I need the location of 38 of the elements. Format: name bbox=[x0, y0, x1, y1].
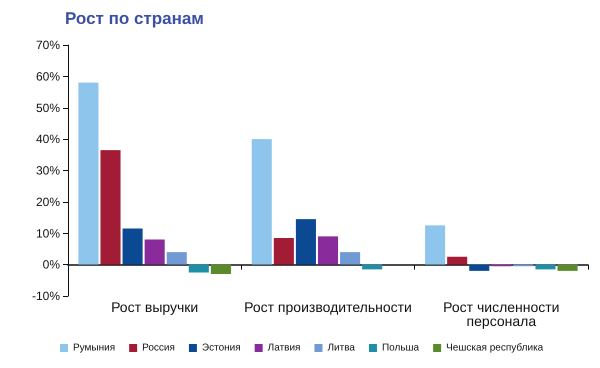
bar bbox=[166, 252, 187, 265]
legend-label: Румыния bbox=[73, 342, 116, 354]
y-tick-label: 70% bbox=[36, 38, 60, 52]
x-tick-label: Рост производительности bbox=[244, 299, 412, 315]
bar bbox=[340, 252, 360, 265]
legend-label: Польша bbox=[382, 342, 420, 354]
y-tick-label: 10% bbox=[36, 226, 60, 240]
legend-label: Литва bbox=[327, 342, 356, 354]
y-tick-label: 30% bbox=[36, 164, 60, 178]
x-tick-label: Рост выручки bbox=[111, 299, 198, 315]
bar bbox=[447, 256, 468, 265]
y-tick-label: 40% bbox=[36, 132, 60, 146]
y-tick-label: 60% bbox=[36, 69, 60, 84]
bar bbox=[469, 264, 490, 271]
bar bbox=[274, 238, 294, 265]
y-tick-label: 0% bbox=[42, 258, 60, 272]
legend-label: Россия bbox=[142, 342, 175, 354]
bar bbox=[425, 225, 446, 265]
y-tick-label: 20% bbox=[36, 194, 60, 209]
bar bbox=[252, 139, 272, 265]
y-tick-label: -10% bbox=[32, 289, 60, 303]
bar bbox=[78, 82, 98, 265]
chart-title: Рост по странам bbox=[65, 9, 204, 28]
bar bbox=[558, 264, 578, 271]
bar bbox=[210, 264, 231, 274]
legend-label: Латвия bbox=[268, 342, 300, 354]
bar bbox=[144, 240, 165, 265]
x-tick-label: Рост численности персонала bbox=[443, 299, 560, 329]
legend-label: Чешская республика bbox=[446, 342, 544, 354]
bar bbox=[296, 219, 316, 265]
bar bbox=[535, 264, 556, 270]
bar bbox=[100, 150, 121, 265]
bar bbox=[318, 236, 338, 265]
bar bbox=[188, 264, 209, 272]
bar bbox=[362, 264, 382, 270]
legend-label: Эстония bbox=[202, 342, 241, 354]
bar bbox=[122, 228, 143, 265]
y-tick-label: 50% bbox=[36, 100, 60, 115]
